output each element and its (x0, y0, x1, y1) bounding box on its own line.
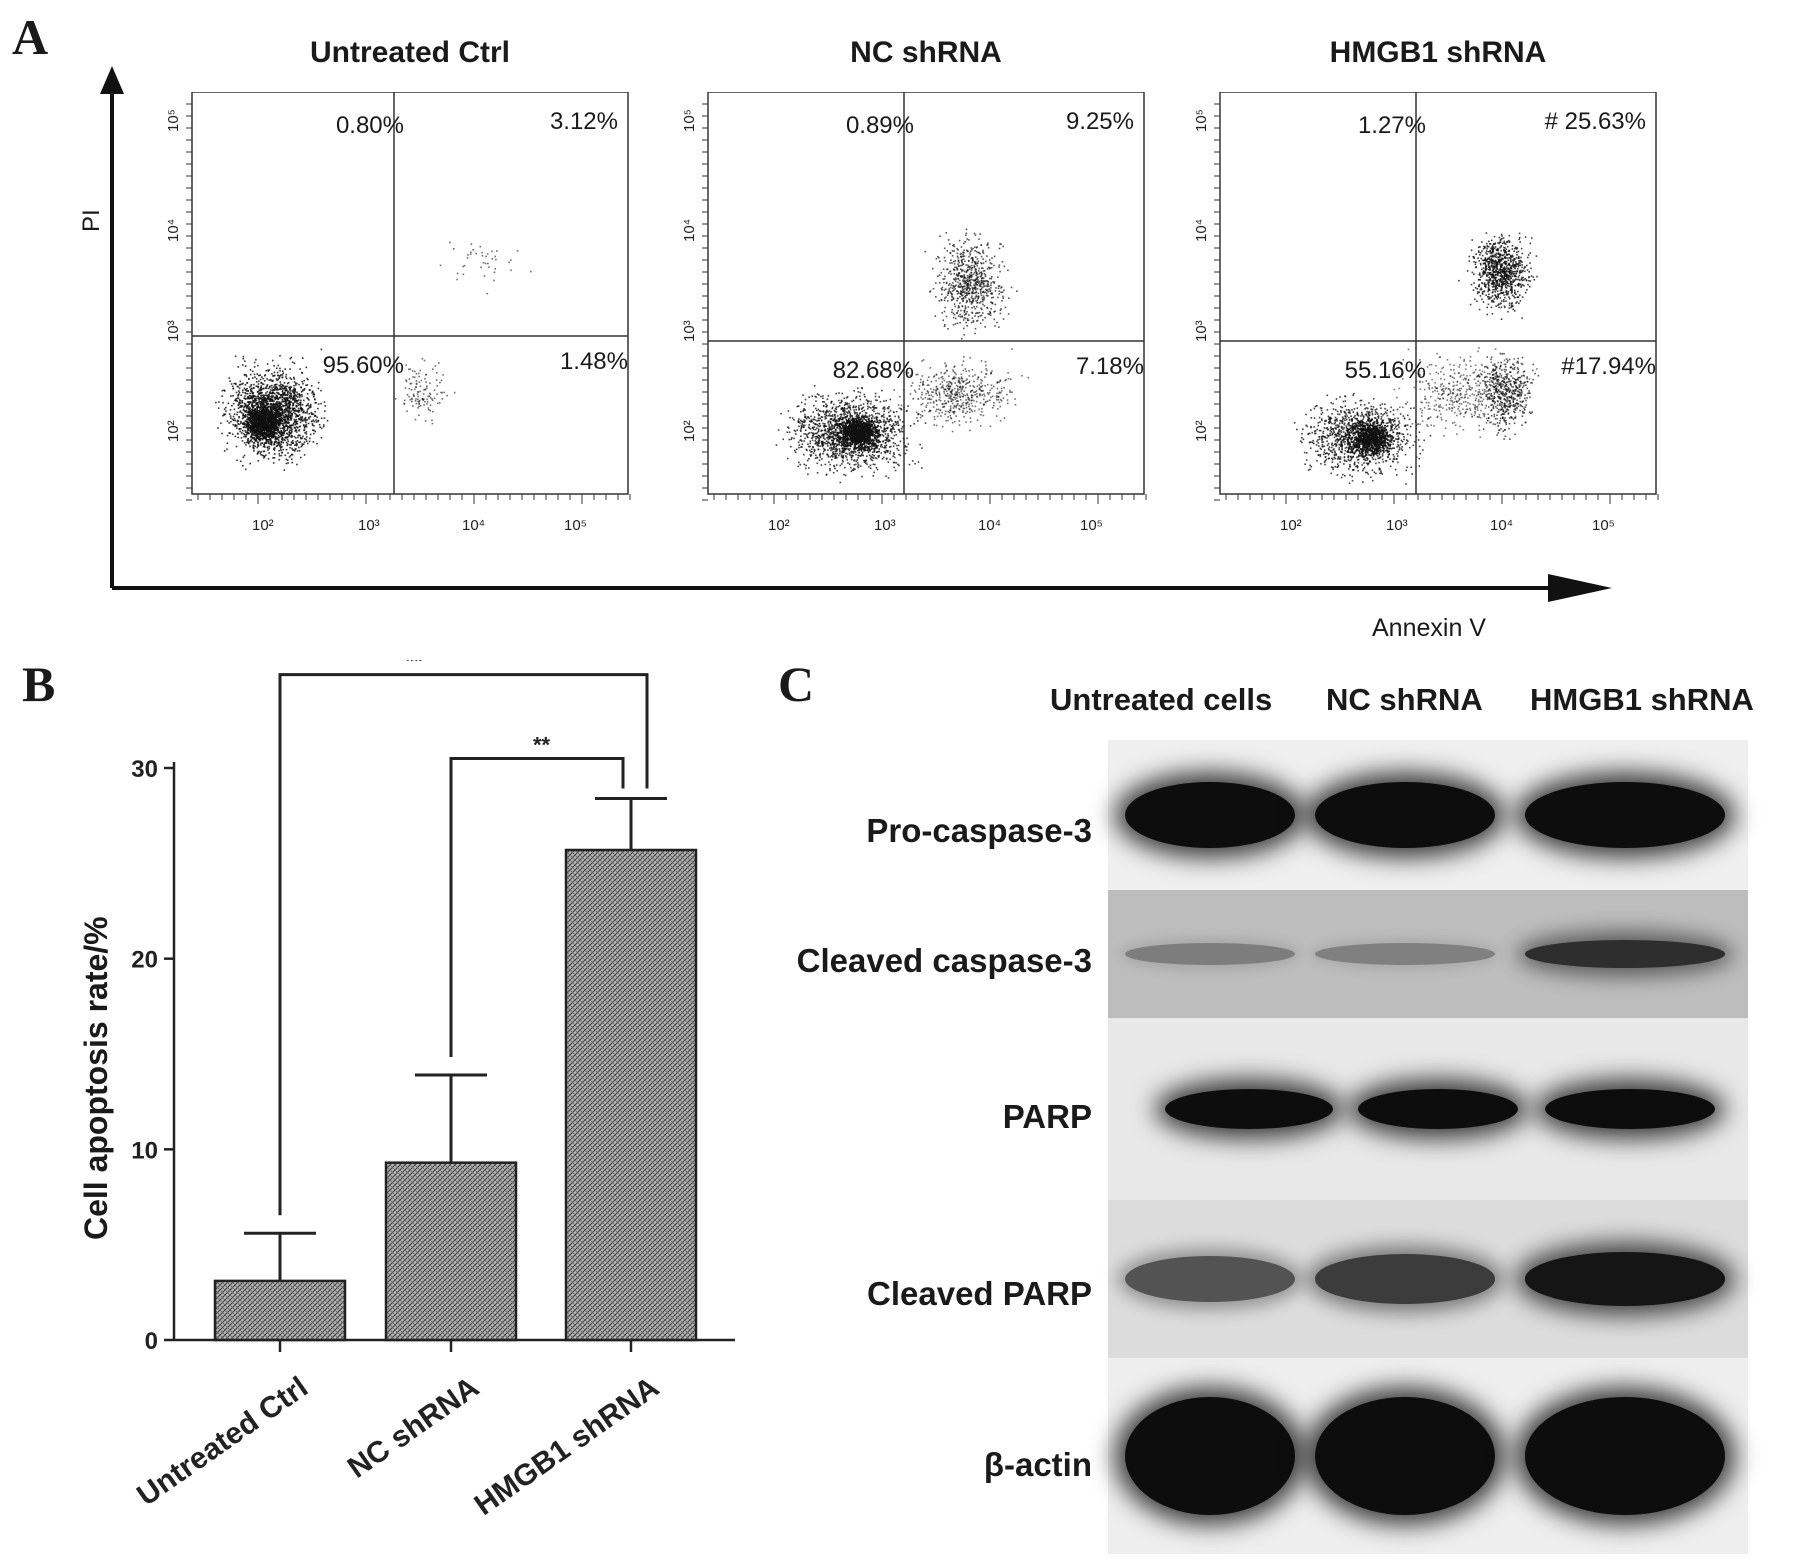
y-tick-label: 10⁴ (681, 219, 698, 242)
blot-band (1315, 942, 1495, 966)
bar (564, 848, 698, 1342)
significance-label: ** (533, 732, 551, 757)
blot-band (1358, 1089, 1518, 1129)
blot-row-label: Cleaved caspase-3 (796, 942, 1092, 979)
blot-row-label: Cleaved PARP (867, 1275, 1092, 1312)
panel-letter-c: C (778, 656, 815, 712)
blot-band (1525, 782, 1725, 848)
y-tick-label: 30 (131, 756, 158, 783)
panel-letter-b: B (22, 656, 56, 712)
y-tick-label: 10 (131, 1137, 158, 1164)
x-tick-label: 10⁴ (978, 517, 1001, 534)
quadrant-percent-lr: 7.18% (1075, 353, 1144, 380)
y-tick-label: 10² (165, 420, 182, 442)
flow-dot-plot: 10² 10³ 10⁴ 10⁵ 10² 10³ 10⁴ 10⁵ (681, 92, 1147, 534)
blot-band (1125, 1255, 1295, 1303)
significance-label: ** (406, 660, 424, 674)
y-tick-label: 10² (1193, 420, 1210, 442)
y-tick-label: 10⁵ (681, 109, 698, 132)
x-tick-label: 10³ (358, 517, 380, 534)
y-tick-label: 10⁵ (1193, 109, 1210, 132)
x-tick-label: 10⁵ (564, 517, 587, 534)
x-tick-label: 10² (768, 517, 790, 534)
x-tick-label: 10⁴ (1490, 517, 1513, 534)
blot-band (1315, 1397, 1495, 1515)
bar (213, 1279, 347, 1342)
lane-title-nc: NC shRNA (1326, 682, 1483, 717)
blot-band (1525, 1252, 1725, 1306)
y-axis-arrow (100, 66, 124, 94)
significance-bracket (449, 756, 625, 1057)
y-tick-label: 10⁴ (165, 219, 182, 242)
blot-row-label: Pro-caspase-3 (866, 812, 1092, 849)
x-tick-label: NC shRNA (342, 1371, 485, 1485)
significance-bracket (278, 673, 649, 1216)
bar (384, 1161, 518, 1342)
x-tick-label: 10³ (1386, 517, 1408, 534)
y-tick-label: 0 (145, 1328, 158, 1355)
blot-band (1525, 940, 1725, 968)
lane-title-untreated: Untreated cells (1050, 682, 1273, 717)
quadrant-percent-ul: 1.27% (1357, 112, 1426, 139)
quadrant-percent-ur: 3.12% (549, 108, 618, 135)
flow-dot-plot: 10² 10³ 10⁴ 10⁵ 10² 10³ 10⁴ 10⁵ (165, 92, 631, 534)
quadrant-percent-ur: # 25.63% (1544, 108, 1646, 135)
x-axis-label-annexin: Annexin V (1372, 614, 1486, 642)
flow-plot-title: Untreated Ctrl (309, 36, 511, 69)
blot-band (1315, 782, 1495, 848)
y-tick-label: 10⁵ (165, 109, 182, 132)
quadrant-percent-ul: 0.89% (845, 112, 914, 139)
quadrant-percent-ur: 9.25% (1065, 108, 1134, 135)
blot-band (1545, 1089, 1715, 1129)
y-tick-label: 10³ (681, 320, 698, 342)
x-tick-label: 10⁴ (462, 517, 485, 534)
quadrant-percent-ul: 0.80% (335, 112, 404, 139)
lane-title-hmgb1: HMGB1 shRNA (1530, 682, 1754, 717)
quadrant-percent-ll: 55.16% (1344, 357, 1426, 384)
panel-letter-a: A (12, 9, 49, 65)
y-tick-label: 10² (681, 420, 698, 442)
panel-a-axes (100, 66, 1612, 602)
x-tick-label: 10³ (874, 517, 896, 534)
blot-band (1165, 1089, 1333, 1129)
x-tick-label: 10² (252, 517, 274, 534)
blot-band (1125, 782, 1295, 848)
y-tick-label: 10⁴ (1193, 219, 1210, 242)
quadrant-percent-ll: 82.68% (832, 357, 914, 384)
y-axis-label-pi: PI (78, 209, 105, 232)
blot-band (1315, 1254, 1495, 1304)
x-tick-label: HMGB1 shRNA (469, 1371, 665, 1522)
flow-dot-plot: 10² 10³ 10⁴ 10⁵ 10² 10³ 10⁴ 10⁵ (1193, 92, 1659, 534)
y-tick-label: 10³ (165, 320, 182, 342)
x-tick-label: 10⁵ (1080, 517, 1103, 534)
x-tick-label: 10⁵ (1592, 517, 1615, 534)
x-tick-label: Untreated Ctrl (131, 1371, 314, 1513)
blot-row-label: PARP (1002, 1098, 1092, 1135)
y-tick-label: 20 (131, 947, 158, 974)
x-axis-arrow (1548, 574, 1612, 602)
y-tick-label: 10³ (1193, 320, 1210, 342)
blot-band (1125, 942, 1295, 966)
bar-chart-ylabel: Cell apoptosis rate/% (78, 916, 114, 1240)
blot-band (1125, 1397, 1295, 1515)
blot-row-label: β-actin (983, 1446, 1092, 1483)
quadrant-percent-ll: 95.60% (322, 352, 404, 379)
quadrant-percent-lr: 1.48% (559, 348, 628, 375)
flow-plot-title: HMGB1 shRNA (1329, 36, 1547, 69)
flow-plot-title: NC shRNA (850, 36, 1002, 69)
x-tick-label: 10² (1280, 517, 1302, 534)
blot-band (1525, 1397, 1725, 1515)
quadrant-percent-lr: #17.94% (1561, 353, 1656, 380)
